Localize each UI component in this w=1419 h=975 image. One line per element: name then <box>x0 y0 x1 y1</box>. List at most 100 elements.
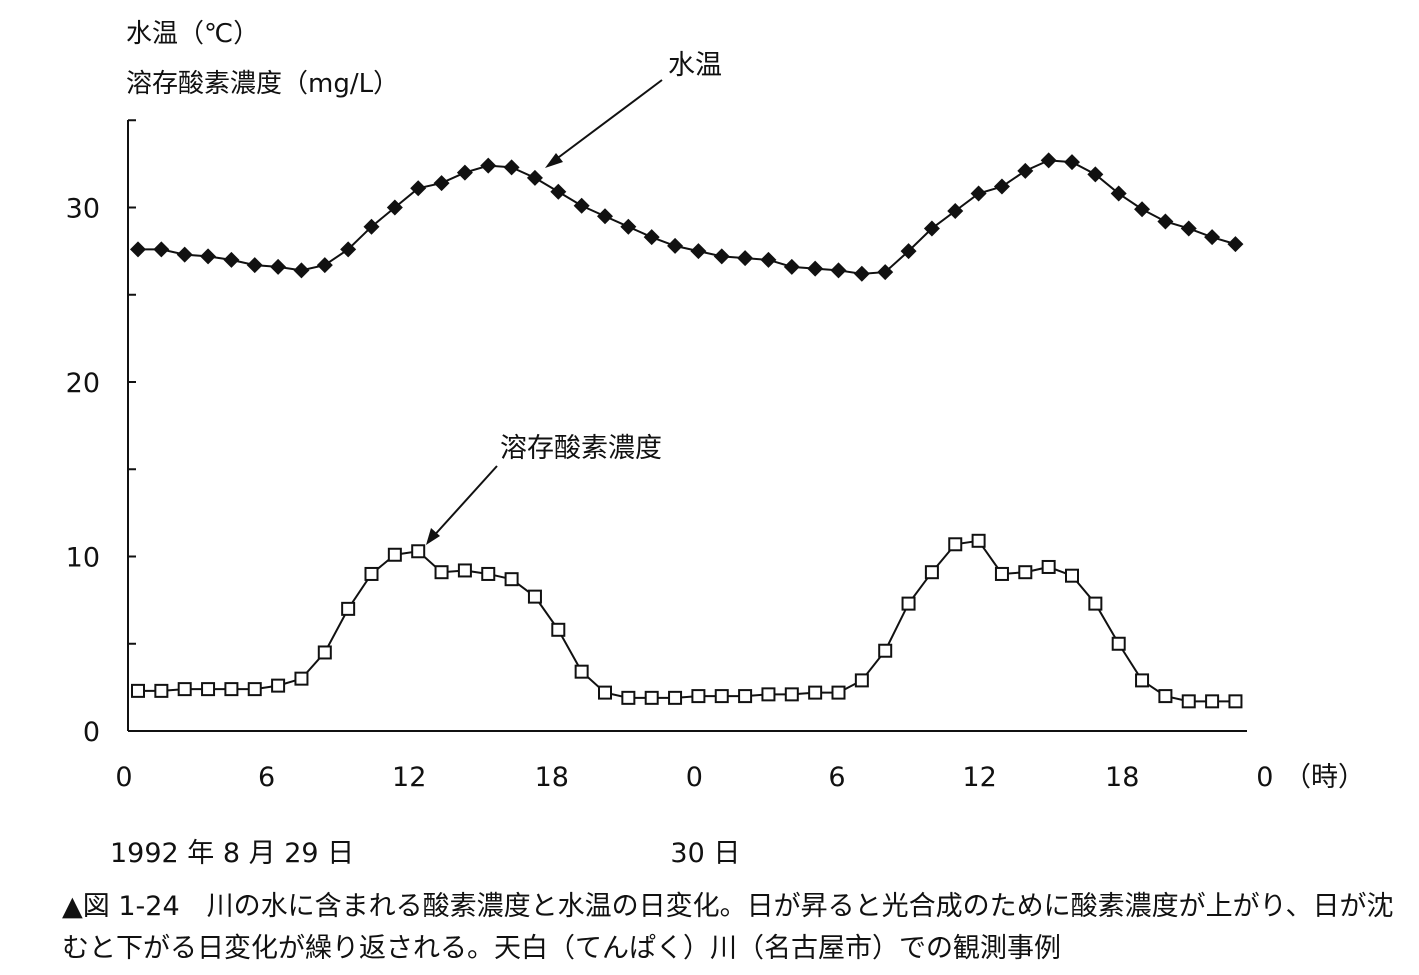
data-point <box>621 690 636 705</box>
data-point <box>364 566 379 581</box>
x-tick-label: 0 <box>686 762 703 793</box>
annotation-label-dissolved-oxygen: 溶存酸素濃度 <box>500 433 662 464</box>
data-point <box>386 199 403 216</box>
annotation-dissolved-oxygen: 溶存酸素濃度 <box>426 433 662 545</box>
data-point <box>1135 673 1150 688</box>
annotation-arrow-dissolved-oxygen <box>430 465 498 540</box>
x-tick-labels: 0 6 12 18 0 6 12 18 0 <box>115 762 1273 793</box>
data-point <box>877 264 894 281</box>
data-point <box>526 169 543 186</box>
data-point <box>550 183 567 200</box>
data-point <box>854 673 869 688</box>
data-point <box>784 687 799 702</box>
figure-caption: ▲図 1-24 川の水に含まれる酸素濃度と水温の日変化。日が昇ると光合成のために… <box>62 891 1394 964</box>
annotation-water-temperature: 水温 <box>545 50 722 168</box>
data-point <box>433 175 450 192</box>
data-point <box>247 682 262 697</box>
x-tick-label: 6 <box>258 762 275 793</box>
data-point <box>410 180 427 197</box>
x-tick-label: 18 <box>535 762 569 793</box>
data-point <box>480 157 497 174</box>
data-point <box>363 218 380 235</box>
data-point <box>597 208 613 225</box>
data-point <box>434 565 449 580</box>
data-point <box>690 243 707 260</box>
data-point <box>1204 229 1221 246</box>
data-point <box>270 258 287 275</box>
data-point <box>1088 596 1103 611</box>
series-line <box>138 159 1236 275</box>
data-point <box>131 683 145 698</box>
annotation-arrow-water-temperature <box>550 79 663 164</box>
data-point <box>668 690 683 705</box>
data-point <box>527 589 542 604</box>
series-dissolved-oxygen <box>131 533 1243 709</box>
data-point <box>456 164 473 181</box>
y-tick-label: 10 <box>66 543 100 574</box>
y-tick-label: 20 <box>66 368 100 399</box>
data-point <box>807 260 824 277</box>
data-point <box>1228 694 1243 709</box>
data-point <box>644 690 659 705</box>
data-point <box>598 685 612 700</box>
data-point <box>1180 220 1197 237</box>
data-point <box>246 257 263 274</box>
data-point <box>200 248 217 265</box>
data-point <box>1111 636 1126 651</box>
y-axis-label-line-1: 水温（℃） <box>126 19 259 49</box>
data-point <box>971 533 986 548</box>
data-point <box>620 218 637 235</box>
data-point <box>760 251 777 268</box>
data-point <box>643 229 660 246</box>
data-point <box>853 265 870 282</box>
data-point <box>294 671 309 686</box>
data-point <box>923 220 940 237</box>
y-tick-labels: 0 10 20 30 <box>66 194 100 749</box>
data-point <box>503 159 520 176</box>
y-tick-label: 30 <box>66 194 100 225</box>
data-point <box>293 262 310 279</box>
data-point <box>783 258 800 275</box>
data-point <box>481 566 496 581</box>
data-point <box>761 687 776 702</box>
data-point <box>153 241 170 258</box>
x-tick-label: 18 <box>1105 762 1139 793</box>
annotation-label-water-temperature: 水温 <box>668 50 722 81</box>
data-point <box>947 202 964 219</box>
data-point <box>948 537 963 552</box>
data-point <box>900 243 917 260</box>
data-point <box>574 664 589 679</box>
data-point <box>316 257 333 274</box>
data-point <box>831 685 846 700</box>
data-point <box>201 682 216 697</box>
data-point <box>457 563 472 578</box>
arrowhead-water-temperature <box>545 153 563 168</box>
data-point <box>1181 694 1196 709</box>
data-point <box>271 678 286 693</box>
data-point <box>223 251 240 268</box>
data-point <box>317 645 332 660</box>
data-point <box>691 689 706 704</box>
date-label: 30 日 <box>670 838 740 869</box>
data-point <box>1041 559 1056 574</box>
data-point <box>830 262 847 279</box>
data-point <box>154 683 169 698</box>
data-point <box>1227 236 1244 253</box>
data-point <box>738 689 753 704</box>
y-tick-label: 0 <box>83 717 100 748</box>
data-point <box>667 237 684 254</box>
data-point <box>1087 166 1104 183</box>
data-point <box>737 250 754 267</box>
data-point <box>387 547 402 562</box>
data-point <box>714 689 729 704</box>
data-point <box>994 566 1009 581</box>
x-tick-label: 0 <box>1256 762 1273 793</box>
data-point <box>878 643 893 658</box>
data-point <box>1065 568 1079 583</box>
data-point <box>411 544 426 559</box>
data-point <box>993 178 1010 195</box>
data-point <box>551 622 566 637</box>
data-point <box>924 565 939 580</box>
data-point <box>1205 694 1220 709</box>
